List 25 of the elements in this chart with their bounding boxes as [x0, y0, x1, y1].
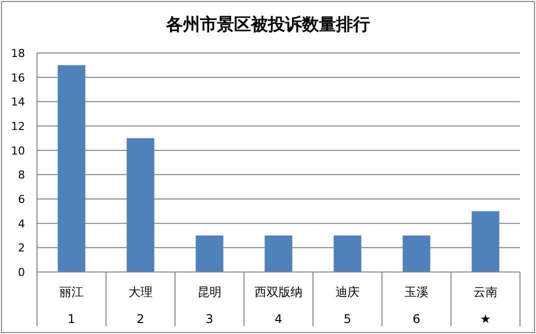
y-tick-label: 6: [18, 193, 25, 206]
bar: [334, 236, 362, 272]
y-tick-label: 10: [11, 144, 25, 158]
y-tick-label: 0: [18, 266, 25, 279]
x-tick-label: 迪庆 5: [336, 285, 360, 326]
x-tick-label: 昆明 3: [198, 285, 222, 326]
x-tick-label: 丽江 1: [60, 285, 84, 326]
y-tick-label: 8: [18, 168, 25, 182]
x-tick-label: 大理 2: [128, 285, 152, 326]
bar: [264, 236, 292, 272]
bar: [58, 65, 86, 272]
x-tick-label: 玉溪 6: [404, 285, 428, 326]
y-tick-label: 12: [11, 120, 25, 133]
y-tick-label: 16: [11, 71, 25, 84]
x-tick-label: 云南 ★: [474, 285, 498, 326]
y-tick-label: 2: [18, 242, 25, 255]
chart-title: 各州市景区被投诉数量排行: [165, 15, 370, 35]
y-tick-label: 18: [11, 47, 25, 60]
bar: [472, 211, 500, 272]
y-tick-label: 4: [18, 217, 25, 230]
bar: [126, 138, 154, 272]
bar: [402, 236, 430, 272]
bar: [196, 236, 224, 272]
y-tick-label: 14: [11, 96, 25, 109]
x-tick-label: 西双版纳 4: [254, 285, 302, 326]
